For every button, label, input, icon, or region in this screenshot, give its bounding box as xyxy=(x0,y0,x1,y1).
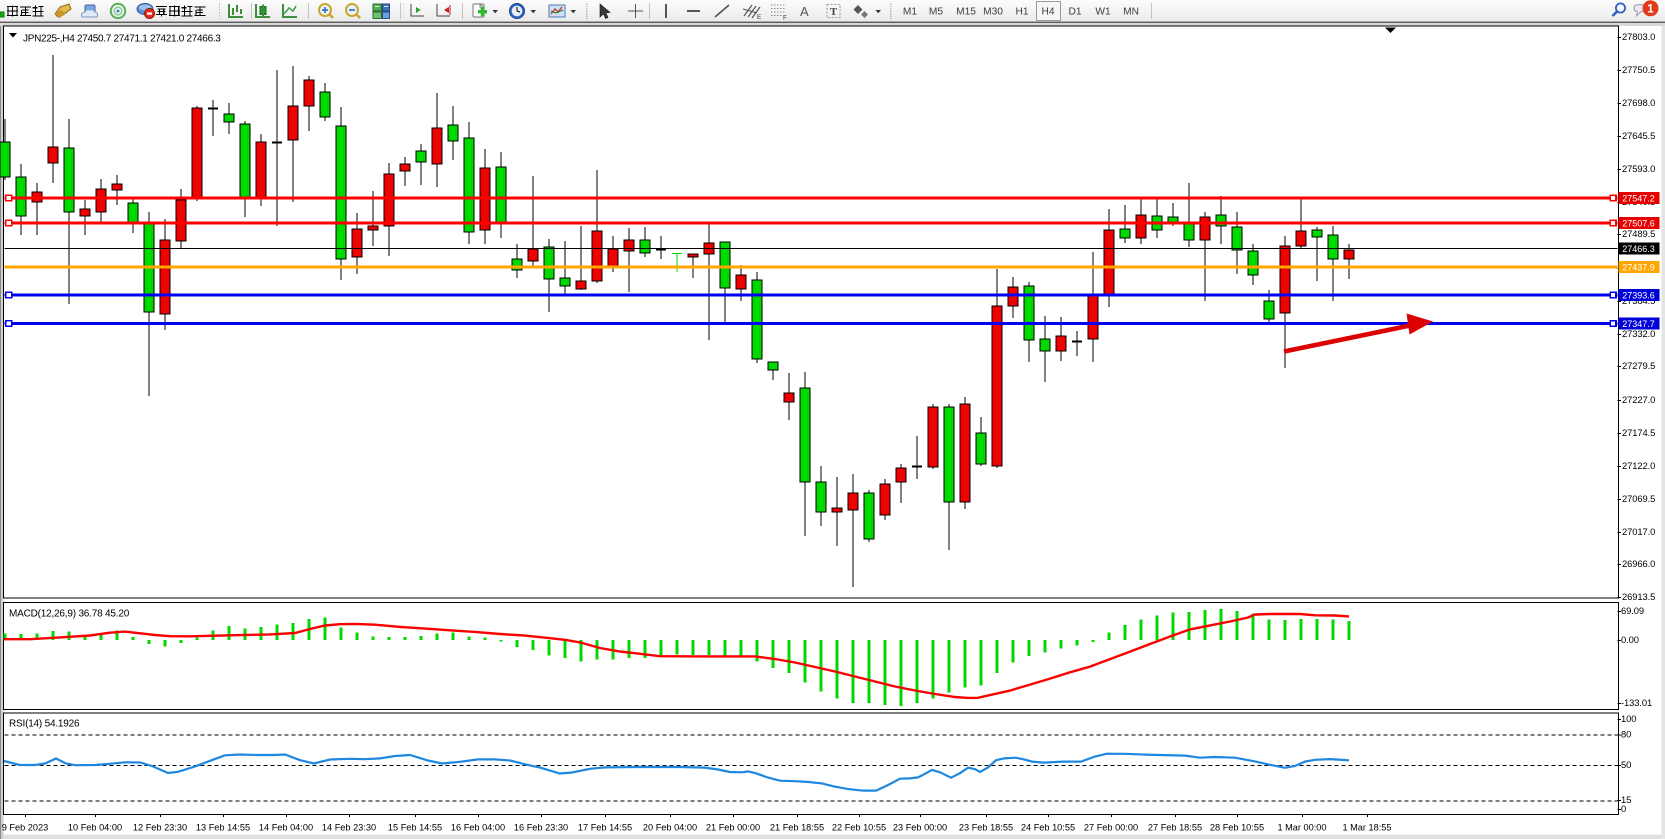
svg-text:27069.5: 27069.5 xyxy=(1622,493,1655,504)
svg-text:M1: M1 xyxy=(903,7,917,18)
svg-text:14 Feb 04:00: 14 Feb 04:00 xyxy=(259,823,313,833)
svg-text:27122.0: 27122.0 xyxy=(1622,460,1655,471)
svg-text:27279.5: 27279.5 xyxy=(1622,360,1655,371)
svg-text:RSI(14) 54.1926: RSI(14) 54.1926 xyxy=(9,719,80,730)
svg-text:1 Mar 18:55: 1 Mar 18:55 xyxy=(1342,823,1391,833)
svg-text:H4: H4 xyxy=(1041,7,1054,18)
svg-text:27347.7: 27347.7 xyxy=(1622,319,1655,329)
svg-text:0.00: 0.00 xyxy=(1621,634,1639,645)
svg-text:28 Feb 10:55: 28 Feb 10:55 xyxy=(1210,823,1264,833)
svg-text:27 Feb 18:55: 27 Feb 18:55 xyxy=(1148,823,1202,833)
svg-text:H1: H1 xyxy=(1015,7,1028,18)
svg-text:F: F xyxy=(783,15,787,22)
svg-text:24 Feb 10:55: 24 Feb 10:55 xyxy=(1021,823,1075,833)
svg-text:26966.0: 26966.0 xyxy=(1622,558,1655,569)
svg-text:23 Feb 00:00: 23 Feb 00:00 xyxy=(893,823,947,833)
svg-text:16 Feb 23:30: 16 Feb 23:30 xyxy=(514,823,568,833)
svg-text:69.09: 69.09 xyxy=(1621,605,1644,616)
svg-text:E: E xyxy=(757,14,762,21)
svg-text:W1: W1 xyxy=(1095,7,1111,18)
svg-text:-133.01: -133.01 xyxy=(1621,697,1652,708)
svg-text:15: 15 xyxy=(1621,794,1631,805)
svg-text:80: 80 xyxy=(1621,729,1631,740)
svg-text:27227.0: 27227.0 xyxy=(1622,394,1655,405)
svg-text:9 Feb 2023: 9 Feb 2023 xyxy=(2,823,49,833)
svg-text:26913.5: 26913.5 xyxy=(1622,591,1655,602)
svg-text:22 Feb 10:55: 22 Feb 10:55 xyxy=(832,823,886,833)
svg-text:27547.2: 27547.2 xyxy=(1622,193,1655,203)
svg-text:0: 0 xyxy=(1621,803,1626,814)
svg-text:27 Feb 00:00: 27 Feb 00:00 xyxy=(1084,823,1138,833)
svg-text:27332.0: 27332.0 xyxy=(1622,328,1655,339)
svg-text:10 Feb 04:00: 10 Feb 04:00 xyxy=(68,823,122,833)
svg-text:D1: D1 xyxy=(1068,7,1081,18)
svg-text:1: 1 xyxy=(1647,3,1654,15)
svg-text:17 Feb 14:55: 17 Feb 14:55 xyxy=(578,823,632,833)
svg-text:50: 50 xyxy=(1621,759,1631,770)
svg-text:MN: MN xyxy=(1123,7,1139,18)
svg-text:27750.5: 27750.5 xyxy=(1622,64,1655,75)
svg-text:A: A xyxy=(800,4,809,19)
svg-text:JPN225-,H4 27450.7 27471.1 27: JPN225-,H4 27450.7 27471.1 27421.0 27466… xyxy=(23,34,221,45)
svg-text:23 Feb 18:55: 23 Feb 18:55 xyxy=(959,823,1013,833)
svg-text:27174.5: 27174.5 xyxy=(1622,427,1655,438)
svg-text:27466.3: 27466.3 xyxy=(1622,244,1655,254)
svg-text:27698.0: 27698.0 xyxy=(1622,97,1655,108)
svg-text:27593.0: 27593.0 xyxy=(1622,163,1655,174)
svg-text:27803.0: 27803.0 xyxy=(1622,31,1655,42)
svg-text:27393.6: 27393.6 xyxy=(1622,290,1655,300)
svg-text:27645.5: 27645.5 xyxy=(1622,130,1655,141)
svg-text:21 Feb 00:00: 21 Feb 00:00 xyxy=(706,823,760,833)
svg-text:12 Feb 23:30: 12 Feb 23:30 xyxy=(133,823,187,833)
svg-text:100: 100 xyxy=(1621,713,1636,724)
svg-text:16 Feb 04:00: 16 Feb 04:00 xyxy=(451,823,505,833)
svg-text:M5: M5 xyxy=(929,7,943,18)
svg-text:15 Feb 14:55: 15 Feb 14:55 xyxy=(388,823,442,833)
svg-text:13 Feb 14:55: 13 Feb 14:55 xyxy=(196,823,250,833)
svg-text:20 Feb 04:00: 20 Feb 04:00 xyxy=(643,823,697,833)
svg-text:T: T xyxy=(830,6,838,18)
svg-text:27437.9: 27437.9 xyxy=(1622,262,1655,272)
svg-text:M30: M30 xyxy=(983,7,1003,18)
svg-text:M15: M15 xyxy=(956,7,976,18)
svg-text:MACD(12,26,9) 36.78 45.20: MACD(12,26,9) 36.78 45.20 xyxy=(9,609,130,620)
svg-text:1 Mar 00:00: 1 Mar 00:00 xyxy=(1277,823,1326,833)
svg-text:27507.6: 27507.6 xyxy=(1622,218,1655,228)
svg-text:14 Feb 23:30: 14 Feb 23:30 xyxy=(322,823,376,833)
svg-text:27017.0: 27017.0 xyxy=(1622,526,1655,537)
svg-text:21 Feb 18:55: 21 Feb 18:55 xyxy=(770,823,824,833)
svg-text:27489.5: 27489.5 xyxy=(1622,228,1655,239)
